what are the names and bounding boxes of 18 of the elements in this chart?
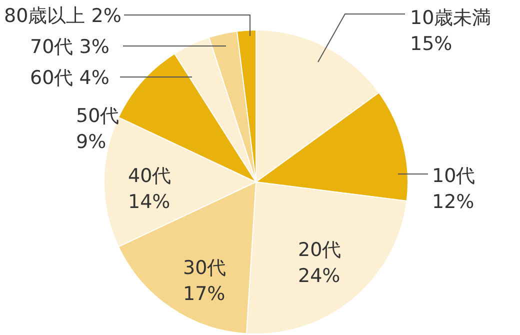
data-label: 3% — [79, 36, 110, 58]
slice-label: 50代 — [76, 105, 120, 127]
slice-label: 20代 — [298, 239, 342, 261]
data-label: 17% — [183, 283, 226, 305]
slice-label: 10歳未満 — [410, 7, 492, 29]
slice-label: 10代 — [432, 165, 476, 187]
slice-label: 80歳以上 — [4, 5, 86, 27]
slice-label: 30代 — [183, 257, 226, 279]
slice-label: 60代 — [30, 67, 74, 89]
data-label: 4% — [79, 67, 110, 89]
data-label: 24% — [298, 265, 340, 287]
data-label: 15% — [410, 33, 452, 55]
data-label: 14% — [128, 191, 170, 213]
slice-label: 40代 — [128, 165, 172, 187]
slice-label: 70代 — [30, 36, 74, 58]
data-label: 9% — [76, 131, 106, 153]
data-label: 2% — [91, 5, 122, 27]
data-label: 12% — [432, 191, 474, 213]
